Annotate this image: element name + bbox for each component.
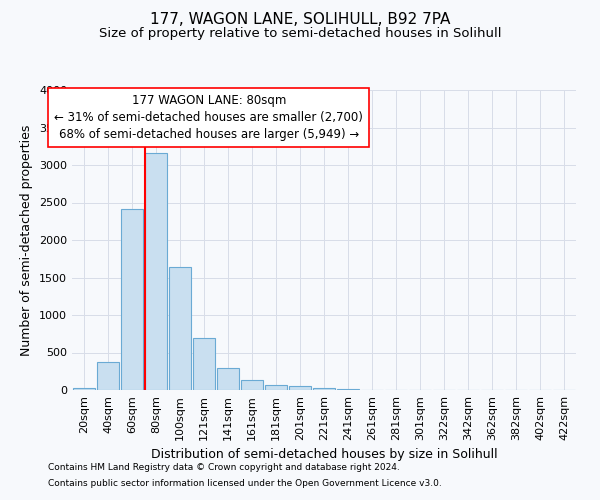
Text: Contains public sector information licensed under the Open Government Licence v3: Contains public sector information licen… <box>48 478 442 488</box>
Bar <box>193 338 215 390</box>
Text: Size of property relative to semi-detached houses in Solihull: Size of property relative to semi-detach… <box>99 28 501 40</box>
Text: 177 WAGON LANE: 80sqm
← 31% of semi-detached houses are smaller (2,700)
68% of s: 177 WAGON LANE: 80sqm ← 31% of semi-deta… <box>55 94 363 141</box>
Bar <box>265 385 287 390</box>
Bar <box>73 388 95 390</box>
Bar <box>313 388 335 390</box>
Bar <box>169 268 191 390</box>
Bar <box>241 380 263 390</box>
Bar <box>97 362 119 390</box>
Y-axis label: Number of semi-detached properties: Number of semi-detached properties <box>20 124 34 356</box>
X-axis label: Distribution of semi-detached houses by size in Solihull: Distribution of semi-detached houses by … <box>151 448 497 462</box>
Bar <box>337 389 359 390</box>
Bar <box>217 368 239 390</box>
Text: Contains HM Land Registry data © Crown copyright and database right 2024.: Contains HM Land Registry data © Crown c… <box>48 464 400 472</box>
Text: 177, WAGON LANE, SOLIHULL, B92 7PA: 177, WAGON LANE, SOLIHULL, B92 7PA <box>150 12 450 28</box>
Bar <box>121 208 143 390</box>
Bar <box>289 386 311 390</box>
Bar <box>145 153 167 390</box>
